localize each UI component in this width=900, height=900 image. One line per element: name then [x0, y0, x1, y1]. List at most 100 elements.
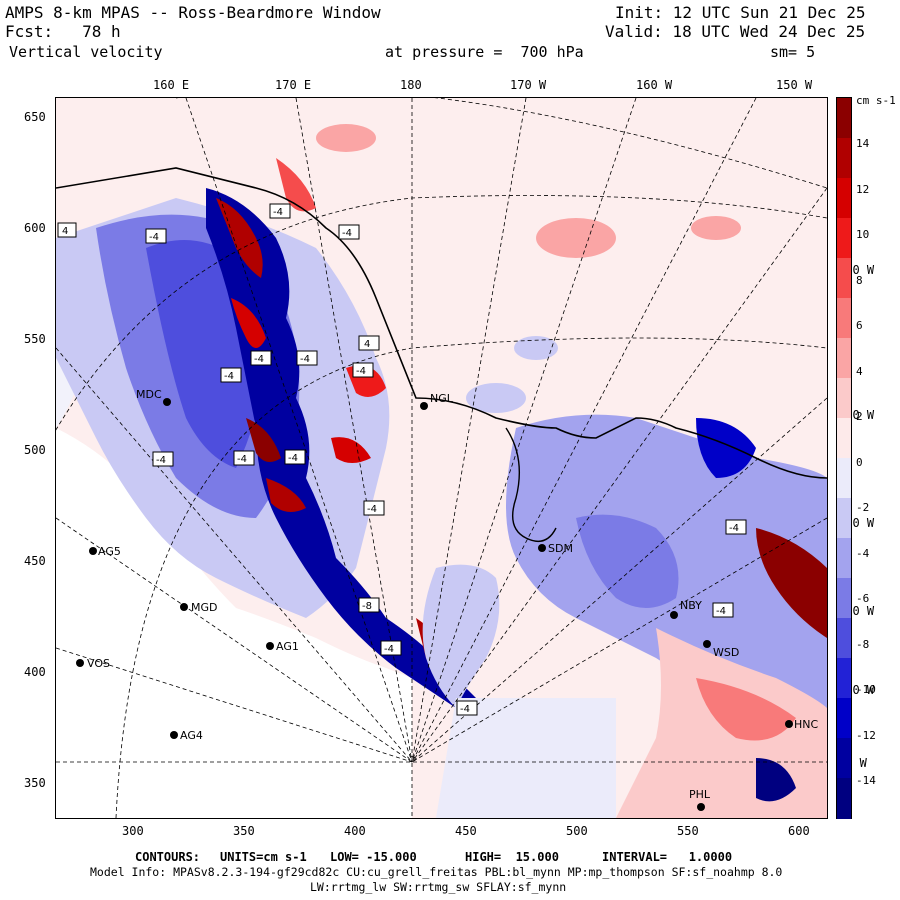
x-tick-600: 600: [788, 824, 810, 838]
svg-text:-4: -4: [367, 504, 377, 515]
station-ag5-marker: [89, 547, 97, 555]
colorbar-tick-label: 4: [856, 364, 863, 378]
colorbar-tick-label: 6: [856, 319, 863, 332]
station-nby-marker: [670, 611, 678, 619]
station-ag1-label: AG1: [276, 640, 299, 653]
y-tick-500: 500: [24, 443, 46, 457]
lon-label-180: 180: [400, 78, 422, 92]
y-tick-600: 600: [24, 221, 46, 235]
graticule: [56, 98, 827, 818]
contour-label: -4: [145, 228, 167, 244]
colorbar-swatch: [837, 578, 851, 619]
southeast-blue-cell: [756, 758, 796, 802]
lon-label-160w: 160 W: [636, 78, 673, 92]
svg-text:-4: -4: [237, 454, 247, 465]
contour-label: -4: [380, 640, 402, 656]
valid-time: Valid: 18 UTC Wed 24 Dec 25: [605, 22, 866, 41]
svg-text:-4: -4: [273, 207, 283, 218]
svg-text:-4: -4: [460, 704, 470, 715]
contour-low: LOW= -15.000: [330, 850, 417, 864]
forecast-hour: Fcst: 78 h: [5, 22, 121, 41]
contour-labels: -4 -4 -4 -4 -4 -4 4 -4 4 -4 -4 -4 -4 -8 …: [57, 203, 747, 716]
contour-label: -4: [363, 500, 385, 516]
contour-label: -4: [296, 350, 318, 366]
station-nby-label: NBY: [680, 599, 702, 612]
dipole-red-2: [231, 298, 266, 348]
svg-text:-4: -4: [729, 523, 739, 534]
colorbar-swatch: [837, 418, 851, 459]
station-sdm-label: SDM: [548, 542, 573, 555]
station-mgd-label: MGD: [191, 601, 218, 614]
colorbar-swatch: [837, 698, 851, 739]
station-hnc-marker: [785, 720, 793, 728]
pressure-level: at pressure = 700 hPa: [385, 43, 584, 61]
colorbar-tick-label: -6: [856, 592, 870, 605]
colorbar-tick-label: -12: [856, 728, 876, 742]
y-tick-450: 450: [24, 554, 46, 568]
colorbar-swatch: [837, 98, 851, 139]
colorbar-swatch: [837, 498, 851, 539]
svg-text:-4: -4: [288, 453, 298, 464]
colorbar-tick-label: -10: [856, 683, 876, 696]
ice-shelf-inlet: [505, 427, 557, 542]
colorbar: [836, 97, 852, 819]
x-tick-300: 300: [122, 824, 144, 838]
contour-label: 4: [358, 335, 380, 351]
contours-label: CONTOURS:: [135, 850, 201, 864]
colorbar-tick-label: -8: [856, 637, 870, 651]
station-vos-marker: [76, 659, 84, 667]
y-tick-350: 350: [24, 776, 46, 790]
init-time: Init: 12 UTC Sun 21 Dec 25: [615, 3, 866, 22]
contour-label: -4: [284, 449, 306, 465]
svg-text:-4: -4: [384, 644, 394, 655]
colorbar-swatch: [837, 258, 851, 299]
map-panel: MDC NGL AG5 MGD AG1 VOS AG4 SDM NBY WSD …: [55, 97, 828, 819]
contour-label: 4: [57, 222, 77, 238]
contour-label: -4: [250, 350, 272, 366]
map-svg: MDC NGL AG5 MGD AG1 VOS AG4 SDM NBY WSD …: [56, 98, 827, 818]
dipole-red-1: [216, 198, 263, 278]
colorbar-swatch: [837, 738, 851, 779]
lon-label-150w: 150 W: [776, 78, 813, 92]
svg-text:4: 4: [364, 339, 370, 350]
stations: MDC NGL AG5 MGD AG1 VOS AG4 SDM NBY WSD …: [76, 388, 819, 811]
blue-patch-center: [466, 383, 526, 413]
colorbar-tick-label: -14: [856, 774, 876, 787]
blue-field-east-inner: [576, 514, 679, 608]
light-field-south: [436, 698, 616, 818]
red-field-southeast-inner: [696, 678, 796, 741]
y-tick-400: 400: [24, 665, 46, 679]
colorbar-swatch: [837, 538, 851, 579]
contour-label: -4: [352, 362, 374, 378]
svg-text:-4: -4: [300, 354, 310, 365]
station-hnc-label: HNC: [794, 718, 819, 731]
colorbar-swatch: [837, 658, 851, 699]
colorbar-tick-label: 0: [856, 455, 863, 469]
station-vos-label: VOS: [87, 657, 110, 670]
station-sdm-marker: [538, 544, 546, 552]
coastline: [56, 167, 827, 479]
contour-label: -4: [233, 450, 255, 466]
x-tick-350: 350: [233, 824, 255, 838]
red-patch-ne-2: [691, 216, 741, 240]
contour-label: -8: [358, 597, 380, 613]
field-name: Vertical velocity: [9, 43, 163, 61]
dipole-red-3: [246, 418, 281, 462]
east-core-blue: [696, 418, 756, 478]
no-data-region: [56, 428, 412, 818]
svg-text:-4: -4: [342, 228, 352, 239]
contour-high: HIGH= 15.000: [465, 850, 559, 864]
x-tick-500: 500: [566, 824, 588, 838]
mountain-band-blue: [206, 188, 476, 708]
contour-label: -4: [152, 451, 174, 467]
blue-patch-center-2: [514, 336, 558, 360]
station-mdc-label: MDC: [136, 388, 162, 401]
map-title: AMPS 8-km MPAS -- Ross-Beardmore Window: [5, 3, 381, 22]
contour-label: -4: [725, 519, 747, 535]
east-red-cell: [756, 528, 827, 638]
radiation-info: LW:rrtmg_lw SW:rrtmg_sw SFLAY:sf_mynn: [310, 880, 567, 894]
station-ngl-label: NGL: [430, 392, 454, 405]
colorbar-tick-label: 12: [856, 182, 870, 196]
svg-text:-4: -4: [254, 354, 264, 365]
svg-text:-4: -4: [224, 371, 234, 382]
